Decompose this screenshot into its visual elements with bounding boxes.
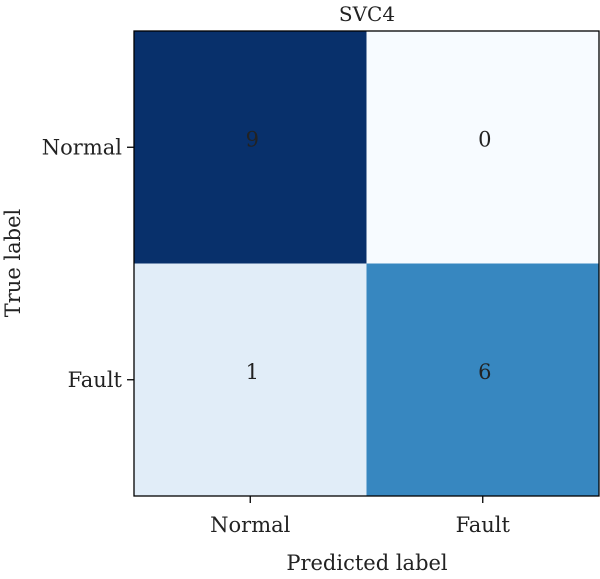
x-tick-label: Fault bbox=[456, 513, 511, 537]
cell-value-r1-c0: 1 bbox=[246, 360, 259, 384]
y-tick-label: Fault bbox=[68, 368, 123, 392]
x-axis-ticks: Normal Fault bbox=[210, 496, 510, 537]
x-tick-label: Normal bbox=[210, 513, 290, 537]
cell-value-r1-c1: 6 bbox=[478, 360, 491, 384]
chart-title: SVC4 bbox=[339, 2, 395, 26]
heatmap-cell-r0-c1 bbox=[366, 31, 599, 264]
heatmap-cell-r0-c0 bbox=[134, 31, 367, 264]
heatmap-cell-labels: 9 0 1 6 bbox=[246, 127, 492, 384]
x-axis-label: Predicted label bbox=[286, 551, 448, 575]
heatmap-cell-r1-c0 bbox=[134, 263, 367, 496]
heatmap-cell-r1-c1 bbox=[366, 263, 599, 496]
cell-value-r0-c1: 0 bbox=[478, 127, 491, 151]
y-axis-label: True label bbox=[1, 208, 25, 317]
cell-value-r0-c0: 9 bbox=[246, 127, 259, 151]
y-tick-label: Normal bbox=[42, 135, 122, 159]
plot-frame bbox=[133, 30, 600, 497]
y-axis-ticks: Normal Fault bbox=[42, 135, 134, 392]
heatmap-cells bbox=[134, 31, 599, 496]
